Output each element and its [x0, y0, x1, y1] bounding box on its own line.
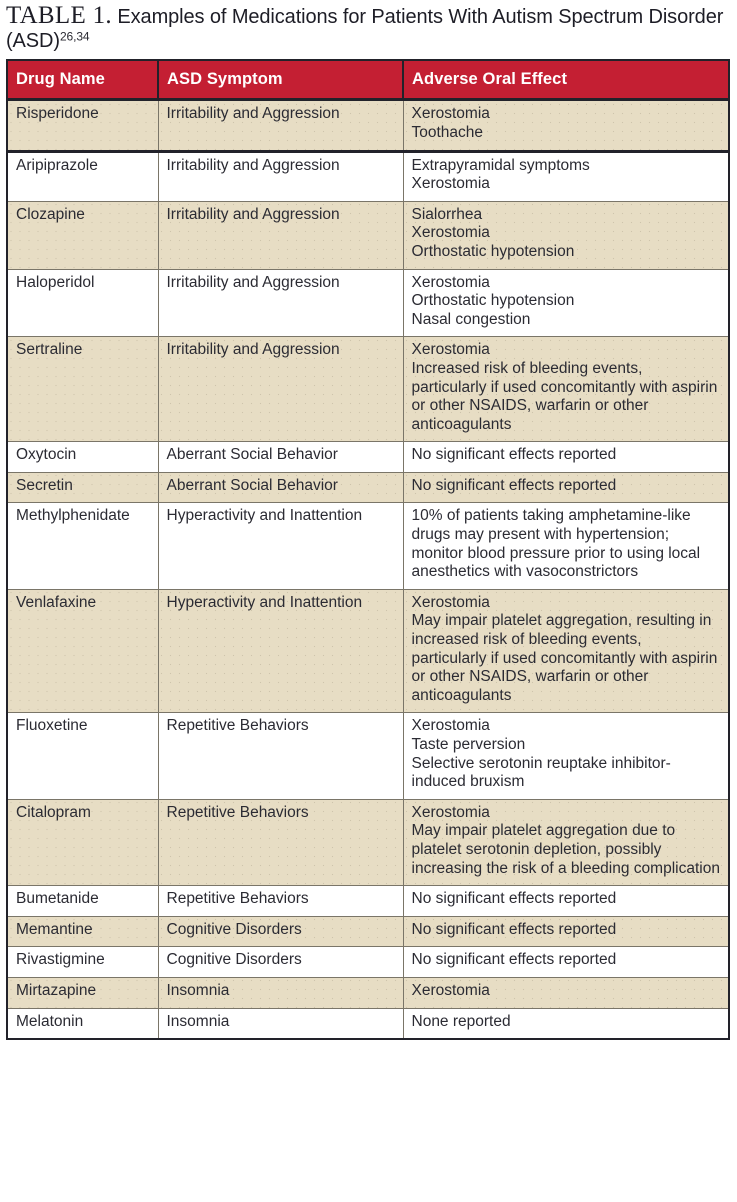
- table-row: Secretin Aberrant Social Behavior No signi…: [8, 472, 728, 504]
- column-header-adverse-oral-effect: Adverse Oral Effect: [403, 61, 728, 102]
- cell-asd-symptom: Insomnia: [158, 977, 404, 1009]
- cell-adverse-oral-effect: Xerostomia Taste perversion Selective sero…: [403, 712, 728, 800]
- table-row: Fluoxetine Repetitive Behaviors Xerostomia…: [8, 712, 728, 800]
- cell-asd-symptom: Aberrant Social Behavior: [158, 472, 404, 504]
- cell-asd-symptom: Insomnia: [158, 1008, 404, 1041]
- cell-asd-symptom: Irritability and Aggression: [158, 336, 404, 443]
- table-row: Haloperidol Irritability and Aggression Xe…: [8, 269, 728, 338]
- table-row: Rivastigmine Cognitive Disorders No signif…: [8, 946, 728, 978]
- table-row: Oxytocin Aberrant Social Behavior No signi…: [8, 441, 728, 473]
- table-body: Risperidone Irritability and Aggression Xe…: [8, 99, 728, 1041]
- cell-asd-symptom: Hyperactivity and Inattention: [158, 589, 404, 714]
- table-header-row: Drug Name ASD Symptom Adverse Oral Effec…: [8, 61, 728, 102]
- cell-adverse-oral-effect: Xerostomia May impair platelet aggregatio…: [403, 589, 728, 714]
- cell-adverse-oral-effect: No significant effects reported: [403, 441, 728, 473]
- cell-adverse-oral-effect: No significant effects reported: [403, 472, 728, 504]
- cell-drug-name: Melatonin: [8, 1008, 159, 1041]
- column-header-drug-name: Drug Name: [8, 61, 159, 102]
- cell-asd-symptom: Irritability and Aggression: [158, 201, 404, 270]
- cell-adverse-oral-effect: None reported: [403, 1008, 728, 1041]
- cell-adverse-oral-effect: Xerostomia Toothache: [403, 99, 728, 153]
- cell-asd-symptom: Repetitive Behaviors: [158, 799, 404, 887]
- table-row: Methylphenidate Hyperactivity and Inatten…: [8, 502, 728, 590]
- cell-adverse-oral-effect: Xerostomia Orthostatic hypotension Nasal c…: [403, 269, 728, 338]
- cell-drug-name: Sertraline: [8, 336, 159, 443]
- table-row: Bumetanide Repetitive Behaviors No signifi…: [8, 885, 728, 917]
- table-caption: TABLE 1. Examples of Medications for Pat…: [0, 0, 737, 52]
- cell-drug-name: Fluoxetine: [8, 712, 159, 800]
- table-row: Risperidone Irritability and Aggression Xe…: [8, 99, 728, 153]
- cell-drug-name: Methylphenidate: [8, 502, 159, 590]
- cell-drug-name: Haloperidol: [8, 269, 159, 338]
- cell-drug-name: Mirtazapine: [8, 977, 159, 1009]
- cell-asd-symptom: Irritability and Aggression: [158, 269, 404, 338]
- table-row: Venlafaxine Hyperactivity and Inattention…: [8, 589, 728, 714]
- table-title: Examples of Medications for Patients Wit…: [6, 6, 724, 52]
- cell-asd-symptom: Repetitive Behaviors: [158, 885, 404, 917]
- cell-adverse-oral-effect: Sialorrhea Xerostomia Orthostatic hypotens…: [403, 201, 728, 270]
- cell-drug-name: Secretin: [8, 472, 159, 504]
- cell-adverse-oral-effect: 10% of patients taking amphetamine-like …: [403, 502, 728, 590]
- cell-drug-name: Oxytocin: [8, 441, 159, 473]
- cell-asd-symptom: Aberrant Social Behavior: [158, 441, 404, 473]
- cell-adverse-oral-effect: Xerostomia: [403, 977, 728, 1009]
- cell-asd-symptom: Irritability and Aggression: [158, 99, 404, 153]
- cell-drug-name: Bumetanide: [8, 885, 159, 917]
- cell-drug-name: Clozapine: [8, 201, 159, 270]
- cell-drug-name: Memantine: [8, 916, 159, 948]
- table-number-label: TABLE 1.: [6, 2, 112, 29]
- medications-table: Drug Name ASD Symptom Adverse Oral Effec…: [8, 61, 728, 1041]
- table-row: Melatonin Insomnia None reported: [8, 1008, 728, 1041]
- table-row: Citalopram Repetitive Behaviors Xerostomia…: [8, 799, 728, 887]
- cell-drug-name: Risperidone: [8, 99, 159, 153]
- cell-drug-name: Venlafaxine: [8, 589, 159, 714]
- cell-adverse-oral-effect: No significant effects reported: [403, 885, 728, 917]
- cell-asd-symptom: Hyperactivity and Inattention: [158, 502, 404, 590]
- table-row: Memantine Cognitive Disorders No significa…: [8, 916, 728, 948]
- column-header-asd-symptom: ASD Symptom: [158, 61, 404, 102]
- medications-table-container: Drug Name ASD Symptom Adverse Oral Effec…: [6, 59, 730, 1041]
- cell-drug-name: Aripiprazole: [8, 151, 159, 202]
- cell-adverse-oral-effect: Xerostomia Increased risk of bleeding eve…: [403, 336, 728, 443]
- cell-asd-symptom: Repetitive Behaviors: [158, 712, 404, 800]
- cell-adverse-oral-effect: No significant effects reported: [403, 916, 728, 948]
- cell-adverse-oral-effect: No significant effects reported: [403, 946, 728, 978]
- table-header: Drug Name ASD Symptom Adverse Oral Effec…: [8, 61, 728, 102]
- cell-adverse-oral-effect: Xerostomia May impair platelet aggregatio…: [403, 799, 728, 887]
- cell-adverse-oral-effect: Extrapyramidal symptoms Xerostomia: [403, 151, 728, 202]
- cell-drug-name: Citalopram: [8, 799, 159, 887]
- cell-asd-symptom: Cognitive Disorders: [158, 946, 404, 978]
- table-row: Sertraline Irritability and Aggression Xer…: [8, 336, 728, 443]
- cell-drug-name: Rivastigmine: [8, 946, 159, 978]
- table-title-superscript: 26,34: [59, 29, 90, 44]
- table-row: Mirtazapine Insomnia Xerostomia: [8, 977, 728, 1009]
- cell-asd-symptom: Irritability and Aggression: [158, 151, 404, 202]
- table-row: Aripiprazole Irritability and Aggression E…: [8, 151, 728, 202]
- cell-asd-symptom: Cognitive Disorders: [158, 916, 404, 948]
- table-row: Clozapine Irritability and Aggression Sial…: [8, 201, 728, 270]
